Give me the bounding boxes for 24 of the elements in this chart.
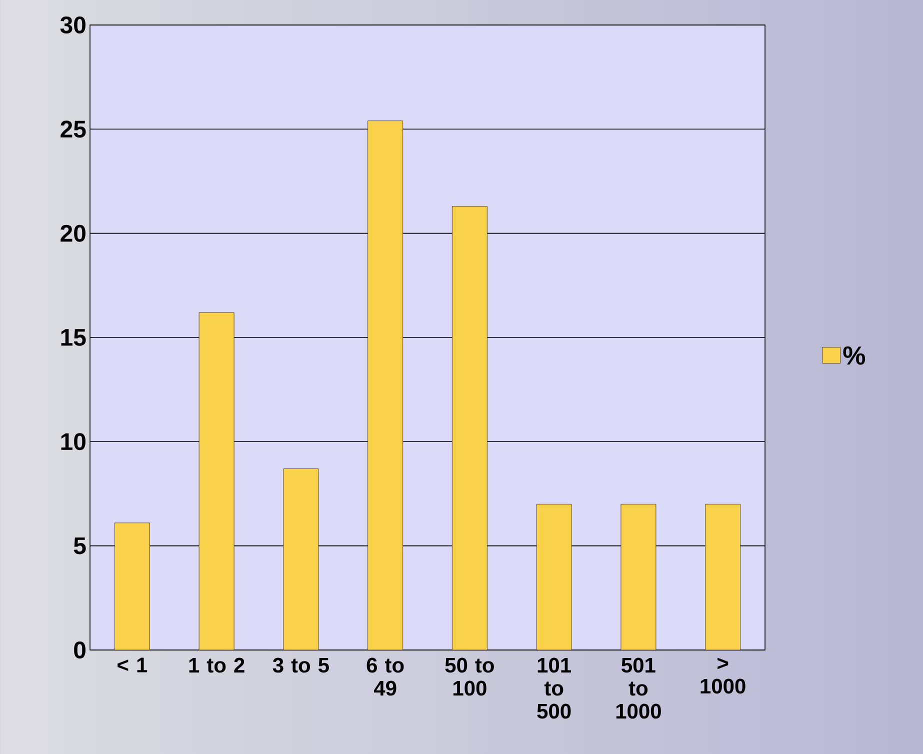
bar: [114, 522, 150, 650]
y-tick-label: 25: [60, 120, 86, 138]
bar: [368, 120, 404, 650]
x-tick-label: > 1000: [700, 658, 746, 694]
x-tick-label: 1 to 2: [189, 658, 244, 673]
bar: [620, 504, 656, 650]
bar: [283, 468, 319, 650]
y-tick-label: 30: [60, 16, 86, 34]
bar: [705, 504, 741, 650]
x-tick-label: 3 to 5: [272, 658, 329, 673]
y-tick-label: 0: [74, 641, 86, 658]
legend-label: %: [843, 346, 866, 365]
y-tick-label: 20: [60, 224, 86, 242]
x-tick-label: 6 to 49: [366, 658, 404, 696]
y-tick-label: 5: [74, 537, 86, 554]
x-tick-label: 501 to 1000: [616, 658, 661, 719]
x-tick-label: < 1: [118, 658, 148, 672]
bar: [452, 206, 488, 650]
x-tick-label: 101 to 500: [537, 658, 571, 719]
y-tick-label: 15: [61, 329, 86, 346]
x-tick-label: 50 to 100: [445, 658, 494, 696]
y-tick-label: 10: [61, 433, 86, 450]
bar: [198, 312, 234, 650]
bar: [536, 504, 572, 650]
